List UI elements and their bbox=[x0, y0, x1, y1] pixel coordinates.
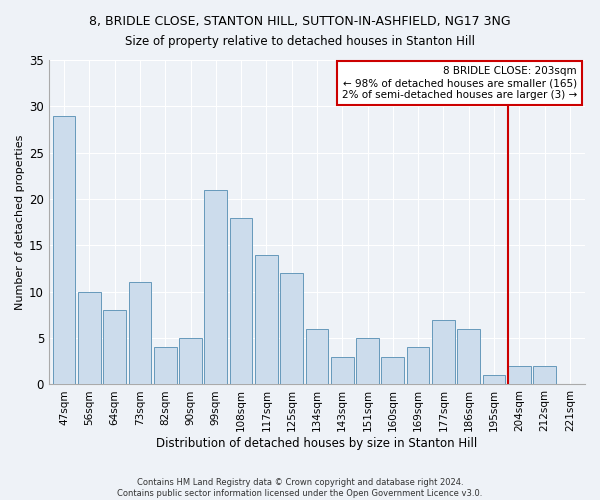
Bar bbox=[382, 356, 404, 384]
Bar bbox=[280, 273, 303, 384]
Bar bbox=[78, 292, 101, 384]
Bar bbox=[356, 338, 379, 384]
Bar bbox=[179, 338, 202, 384]
Bar bbox=[508, 366, 530, 384]
Bar bbox=[482, 375, 505, 384]
Bar bbox=[432, 320, 455, 384]
Text: 8 BRIDLE CLOSE: 203sqm
← 98% of detached houses are smaller (165)
2% of semi-det: 8 BRIDLE CLOSE: 203sqm ← 98% of detached… bbox=[342, 66, 577, 100]
Bar bbox=[533, 366, 556, 384]
X-axis label: Distribution of detached houses by size in Stanton Hill: Distribution of detached houses by size … bbox=[157, 437, 478, 450]
Bar bbox=[230, 218, 253, 384]
Y-axis label: Number of detached properties: Number of detached properties bbox=[15, 134, 25, 310]
Bar bbox=[407, 348, 430, 385]
Bar bbox=[128, 282, 151, 384]
Bar bbox=[255, 254, 278, 384]
Text: 8, BRIDLE CLOSE, STANTON HILL, SUTTON-IN-ASHFIELD, NG17 3NG: 8, BRIDLE CLOSE, STANTON HILL, SUTTON-IN… bbox=[89, 15, 511, 28]
Bar bbox=[457, 329, 480, 384]
Bar bbox=[205, 190, 227, 384]
Bar bbox=[154, 348, 176, 385]
Bar bbox=[53, 116, 76, 384]
Bar bbox=[331, 356, 353, 384]
Bar bbox=[305, 329, 328, 384]
Text: Contains HM Land Registry data © Crown copyright and database right 2024.
Contai: Contains HM Land Registry data © Crown c… bbox=[118, 478, 482, 498]
Bar bbox=[103, 310, 126, 384]
Text: Size of property relative to detached houses in Stanton Hill: Size of property relative to detached ho… bbox=[125, 35, 475, 48]
